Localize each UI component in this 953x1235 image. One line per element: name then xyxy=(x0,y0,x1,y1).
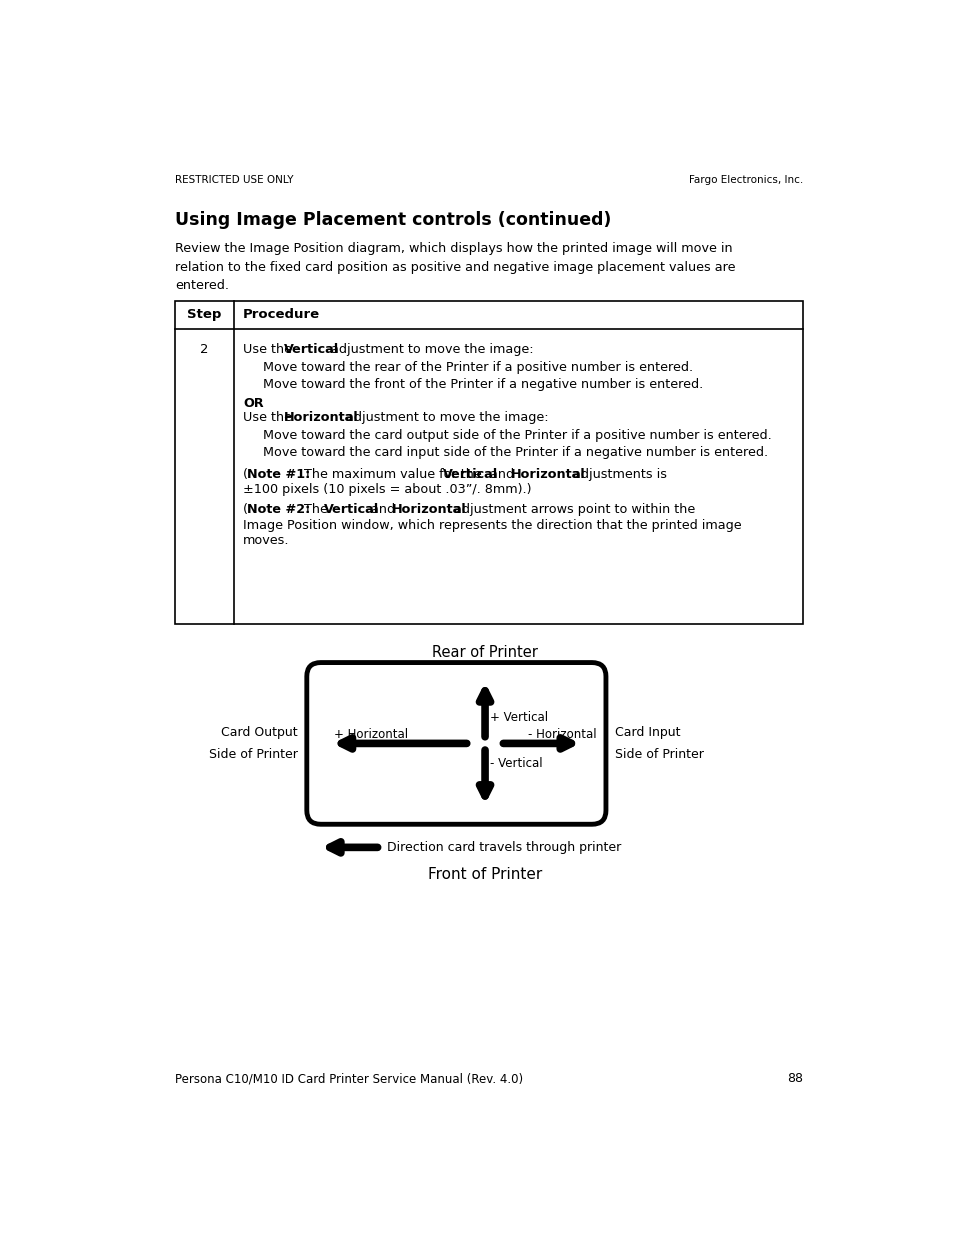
Text: Note #1:: Note #1: xyxy=(247,468,310,480)
Text: Front of Printer: Front of Printer xyxy=(428,867,541,882)
Text: Horizontal: Horizontal xyxy=(511,468,585,480)
Text: Using Image Placement controls (continued): Using Image Placement controls (continue… xyxy=(174,211,611,230)
Text: - Vertical: - Vertical xyxy=(489,757,541,771)
Text: Persona C10/M10 ID Card Printer Service Manual (Rev. 4.0): Persona C10/M10 ID Card Printer Service … xyxy=(174,1072,522,1086)
Text: moves.: moves. xyxy=(243,534,290,547)
Text: Image Position window, which represents the direction that the printed image: Image Position window, which represents … xyxy=(243,519,741,531)
Text: Note #2:: Note #2: xyxy=(247,503,310,516)
Text: and: and xyxy=(485,468,517,480)
Text: + Vertical: + Vertical xyxy=(489,711,547,724)
Text: Vertical: Vertical xyxy=(324,503,378,516)
Text: + Horizontal: + Horizontal xyxy=(334,729,408,741)
Text: adjustment to move the image:: adjustment to move the image: xyxy=(327,343,534,356)
Text: Step: Step xyxy=(187,308,221,321)
Text: Card Input: Card Input xyxy=(615,726,680,739)
Text: Horizontal: Horizontal xyxy=(284,411,358,424)
Text: adjustments is: adjustments is xyxy=(568,468,666,480)
Text: The maximum value for the: The maximum value for the xyxy=(295,468,485,480)
Text: Use the: Use the xyxy=(243,343,296,356)
Text: - Horizontal: - Horizontal xyxy=(527,729,596,741)
Text: Review the Image Position diagram, which displays how the printed image will mov: Review the Image Position diagram, which… xyxy=(174,242,735,293)
Text: 88: 88 xyxy=(786,1072,802,1086)
Text: and: and xyxy=(366,503,398,516)
Text: RESTRICTED USE ONLY: RESTRICTED USE ONLY xyxy=(174,175,294,185)
Text: (: ( xyxy=(243,468,248,480)
Text: Move toward the card input side of the Printer if a negative number is entered.: Move toward the card input side of the P… xyxy=(263,446,768,459)
Text: Side of Printer: Side of Printer xyxy=(615,748,703,761)
Text: Side of Printer: Side of Printer xyxy=(209,748,297,761)
Text: 2: 2 xyxy=(200,343,209,356)
Text: Move toward the card output side of the Printer if a positive number is entered.: Move toward the card output side of the … xyxy=(263,430,771,442)
Text: Move toward the rear of the Printer if a positive number is entered.: Move toward the rear of the Printer if a… xyxy=(263,362,693,374)
Text: Direction card travels through printer: Direction card travels through printer xyxy=(386,841,620,853)
Text: Horizontal: Horizontal xyxy=(392,503,466,516)
Text: Fargo Electronics, Inc.: Fargo Electronics, Inc. xyxy=(688,175,802,185)
Text: (: ( xyxy=(243,503,248,516)
Text: adjustment arrows point to within the: adjustment arrows point to within the xyxy=(449,503,694,516)
Text: Vertical: Vertical xyxy=(443,468,497,480)
Text: OR: OR xyxy=(243,396,264,410)
Text: adjustment to move the image:: adjustment to move the image: xyxy=(342,411,548,424)
Text: Card Output: Card Output xyxy=(221,726,297,739)
Text: Rear of Printer: Rear of Printer xyxy=(432,645,537,659)
Text: Vertical: Vertical xyxy=(284,343,339,356)
Text: Use the: Use the xyxy=(243,411,296,424)
Text: The: The xyxy=(295,503,332,516)
Text: ±100 pixels (10 pixels = about .03”/. 8mm).): ±100 pixels (10 pixels = about .03”/. 8m… xyxy=(243,483,531,496)
Text: Procedure: Procedure xyxy=(243,308,320,321)
Text: Move toward the front of the Printer if a negative number is entered.: Move toward the front of the Printer if … xyxy=(263,378,703,391)
